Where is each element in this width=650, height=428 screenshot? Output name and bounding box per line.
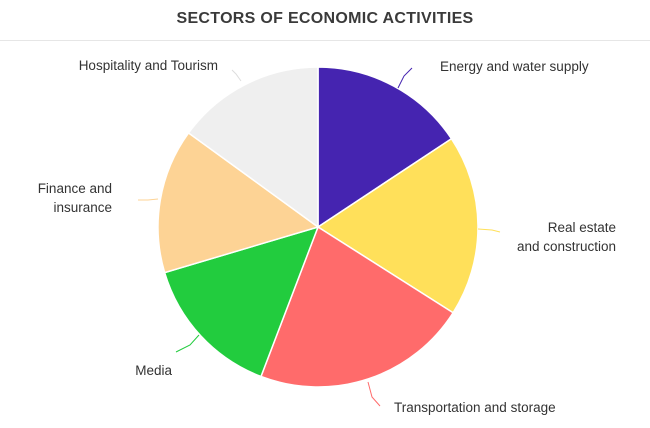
leader-line: [477, 228, 501, 233]
leader-line: [397, 67, 413, 89]
slice-label: Real estate and construction: [517, 220, 616, 254]
leader-line: [175, 334, 200, 353]
leader-line: [231, 69, 242, 82]
slice-label: Hospitality and Tourism: [79, 58, 218, 73]
leader-line: [367, 381, 381, 407]
chart-title: SECTORS OF ECONOMIC ACTIVITIES: [176, 10, 474, 27]
slice-label: Media: [135, 363, 172, 378]
pie-slice: [260, 225, 455, 388]
slice-label: Finance and insurance: [38, 181, 112, 215]
title-bar: SECTORS OF ECONOMIC ACTIVITIES: [0, 0, 650, 41]
pie-slice: [317, 66, 453, 229]
slice-label: Energy and water supply: [440, 59, 589, 74]
leader-lines: [138, 67, 501, 407]
pie-slice: [187, 66, 319, 229]
leader-line: [138, 198, 159, 201]
pie-slices: [157, 66, 479, 388]
slice-labels: Energy and water supply Real estate and co…: [38, 58, 616, 415]
pie-slice: [316, 137, 479, 314]
pie-slice: [157, 131, 320, 274]
pie-slice: [163, 225, 320, 378]
slice-label: Transportation and storage: [394, 400, 556, 415]
